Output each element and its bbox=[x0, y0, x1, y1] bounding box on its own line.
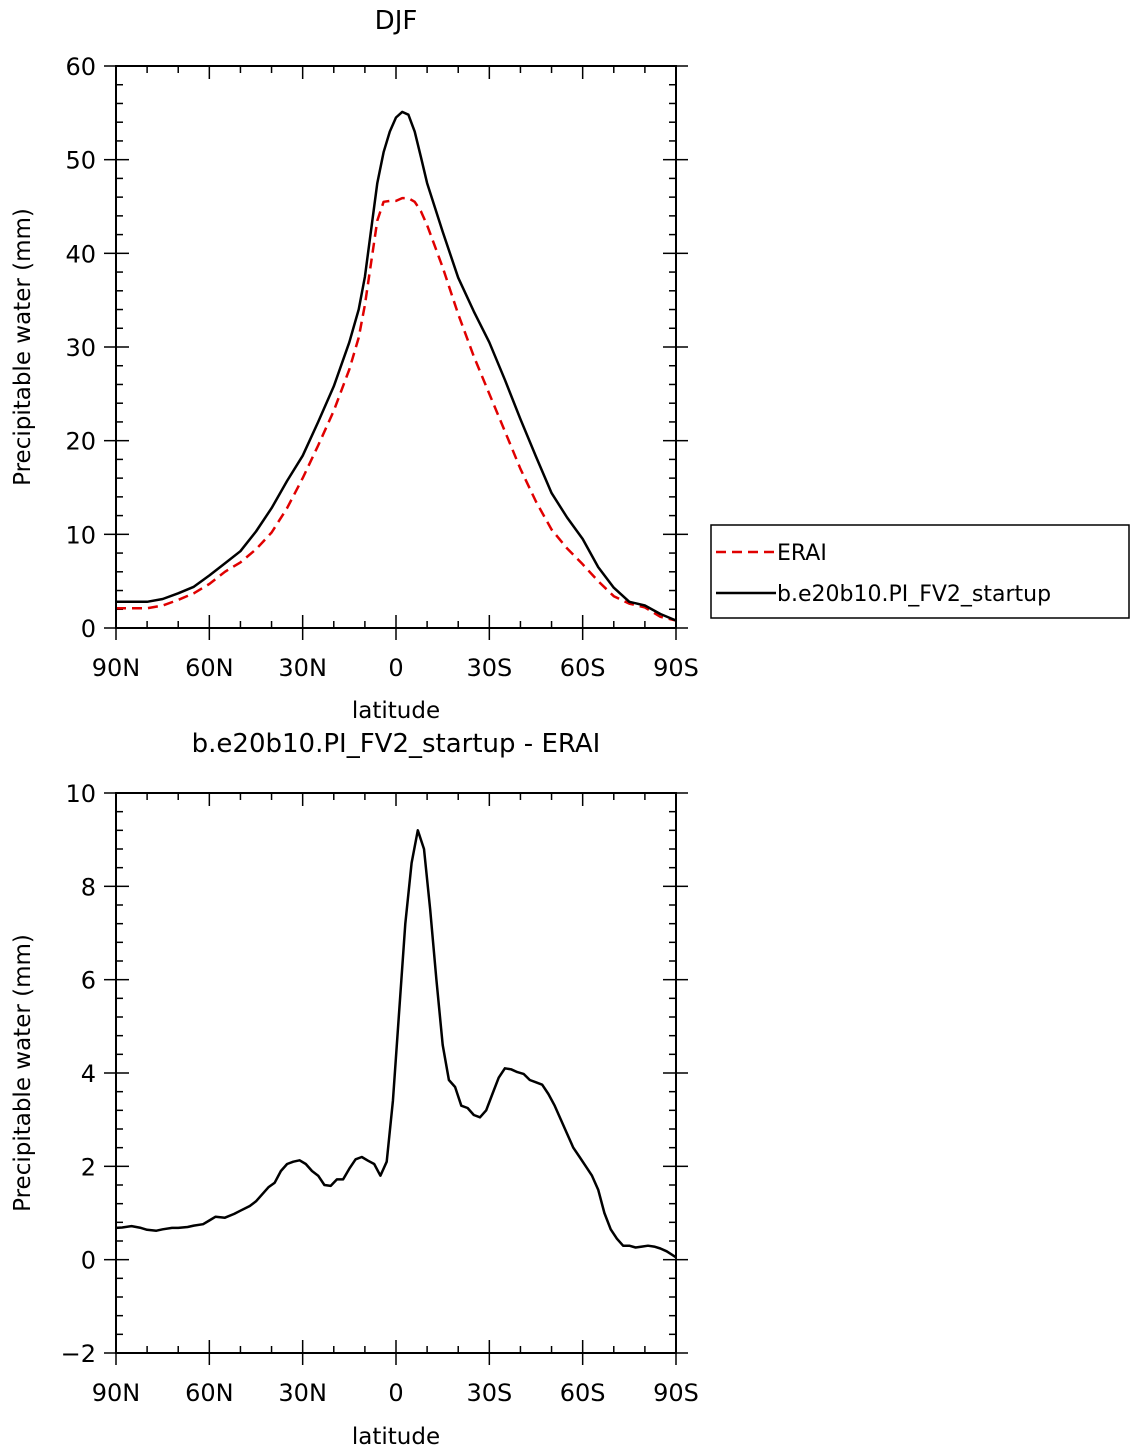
panel-top-ytick-label: 40 bbox=[65, 240, 96, 268]
panel-top-xtick-label: 60N bbox=[185, 654, 234, 682]
panel-top-series-model-line bbox=[116, 110, 677, 622]
panel-bottom-xtick-label: 90S bbox=[653, 1379, 699, 1407]
panel-top-title: DJF bbox=[375, 6, 418, 36]
panel-bottom-series-model-line bbox=[115, 829, 677, 1259]
legend: ERAI b.e20b10.PI_FV2_startup bbox=[710, 524, 1130, 619]
panel-bottom-ytick-label: 8 bbox=[81, 873, 96, 901]
panel-bottom: b.e20b10.PI_FV2_startup - ERAI Precipita… bbox=[10, 729, 699, 1450]
panel-bottom-ytick-label: −2 bbox=[61, 1340, 96, 1368]
panel-top: DJF Precipitable water (mm) latitude 0 10… bbox=[10, 6, 1130, 724]
panel-bottom-xtick-labels: 90N 60N 30N 0 30S 60S 90S bbox=[92, 1379, 699, 1407]
panel-bottom-xtick-label: 30N bbox=[278, 1379, 327, 1407]
panel-bottom-xlabel: latitude bbox=[352, 1424, 440, 1450]
panel-bottom-xtick-label: 60N bbox=[185, 1379, 234, 1407]
panel-top-xlabel: latitude bbox=[352, 698, 440, 724]
panel-top-xtick-label: 30N bbox=[278, 654, 327, 682]
panel-top-frame bbox=[115, 65, 677, 629]
panel-top-ytick-label: 60 bbox=[65, 53, 96, 81]
legend-box bbox=[710, 524, 1130, 619]
legend-label-erai: ERAI bbox=[777, 541, 827, 566]
panel-top-ytick-label: 0 bbox=[81, 615, 96, 643]
panel-top-xtick-label: 60S bbox=[560, 654, 606, 682]
panel-bottom-ytick-labels: −2 0 2 4 6 8 10 bbox=[61, 780, 96, 1368]
panel-bottom-ytick-label: 2 bbox=[81, 1153, 96, 1181]
panel-top-ytick-label: 10 bbox=[65, 521, 96, 549]
panel-bottom-ytick-label: 0 bbox=[81, 1247, 96, 1275]
panel-top-ytick-label: 20 bbox=[65, 428, 96, 456]
panel-bottom-ticks bbox=[104, 792, 688, 1365]
panel-top-ytick-label: 30 bbox=[65, 334, 96, 362]
panel-bottom-ytick-label: 4 bbox=[81, 1060, 96, 1088]
legend-label-model: b.e20b10.PI_FV2_startup bbox=[777, 582, 1051, 607]
panel-top-ylabel: Precipitable water (mm) bbox=[10, 208, 36, 486]
panel-top-series bbox=[116, 110, 677, 622]
panel-bottom-series bbox=[115, 829, 677, 1259]
panel-bottom-frame bbox=[115, 792, 677, 1354]
panel-bottom-xtick-label: 90N bbox=[92, 1379, 141, 1407]
panel-top-xtick-labels: 90N 60N 30N 0 30S 60S 90S bbox=[92, 654, 699, 682]
panel-top-ytick-labels: 0 10 20 30 40 50 60 bbox=[65, 53, 96, 643]
panel-bottom-ytick-label: 6 bbox=[81, 967, 96, 995]
panel-top-ytick-label: 50 bbox=[65, 147, 96, 175]
panel-bottom-title: b.e20b10.PI_FV2_startup - ERAI bbox=[192, 729, 601, 759]
panel-bottom-xtick-label: 0 bbox=[388, 1379, 403, 1407]
panel-top-xtick-label: 0 bbox=[388, 654, 403, 682]
panel-top-xtick-label: 90S bbox=[653, 654, 699, 682]
panel-bottom-xtick-label: 60S bbox=[560, 1379, 606, 1407]
panel-top-xtick-label: 30S bbox=[466, 654, 512, 682]
panel-top-ticks bbox=[104, 65, 688, 640]
panel-top-series-erai-line bbox=[116, 196, 677, 622]
panel-bottom-ytick-label: 10 bbox=[65, 780, 96, 808]
panel-bottom-ylabel: Precipitable water (mm) bbox=[10, 934, 36, 1212]
panel-bottom-xtick-label: 30S bbox=[466, 1379, 512, 1407]
panel-top-xtick-label: 90N bbox=[92, 654, 141, 682]
